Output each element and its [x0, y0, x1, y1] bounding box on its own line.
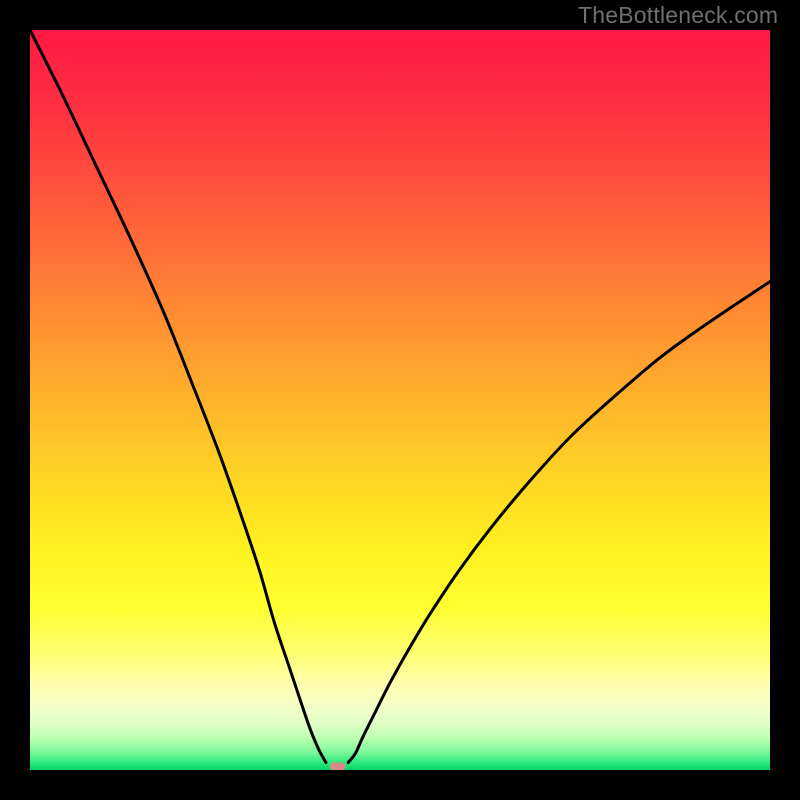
watermark-text: TheBottleneck.com [578, 2, 778, 29]
gradient-background [30, 30, 770, 770]
bottleneck-chart [30, 30, 770, 770]
stage: TheBottleneck.com [0, 0, 800, 800]
frame-bottom [0, 770, 800, 800]
min-marker [330, 763, 346, 770]
frame-right [770, 0, 800, 800]
plot-area [30, 30, 770, 770]
frame-left [0, 0, 30, 800]
